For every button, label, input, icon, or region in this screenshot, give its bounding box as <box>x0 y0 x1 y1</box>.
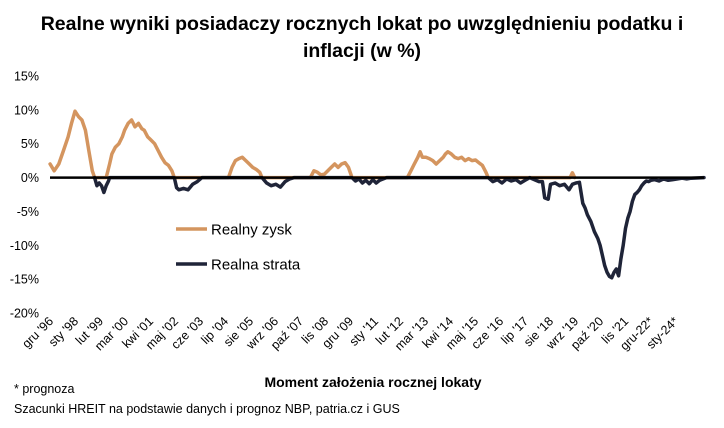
y-tick-label: 15% <box>14 70 39 84</box>
y-tick-label: 5% <box>21 137 39 151</box>
legend-label-realny-zysk: Realny zysk <box>211 222 292 239</box>
y-tick-label: -15% <box>10 273 39 287</box>
y-tick-label: -10% <box>10 239 39 253</box>
y-axis-ticks: 15% 10% 5% 0% -5% -10% -15% -20% <box>10 70 39 321</box>
y-tick-label: -5% <box>17 205 39 219</box>
legend-label-realna-strata: Realna strata <box>211 257 301 274</box>
y-tick-label: 10% <box>14 103 39 117</box>
chart-title-line-2: inflacji (w %) <box>302 40 422 62</box>
y-tick-label: 0% <box>21 171 39 185</box>
x-axis-label: Moment założenia rocznej lokaty <box>264 374 481 390</box>
series-layer <box>48 109 706 280</box>
chart-title-line-1: Realne wyniki posiadaczy rocznych lokat … <box>40 13 684 35</box>
series-line-realny-zysk <box>48 109 577 180</box>
legend: Realny zysk Realna strata <box>176 222 301 274</box>
footnote-forecast: * prognoza <box>14 382 75 396</box>
x-tick-label: sty '11 <box>347 314 382 349</box>
footnote-source: Szacunki HREIT na podstawie danych i pro… <box>14 402 400 416</box>
y-tick-label: -20% <box>10 307 39 321</box>
